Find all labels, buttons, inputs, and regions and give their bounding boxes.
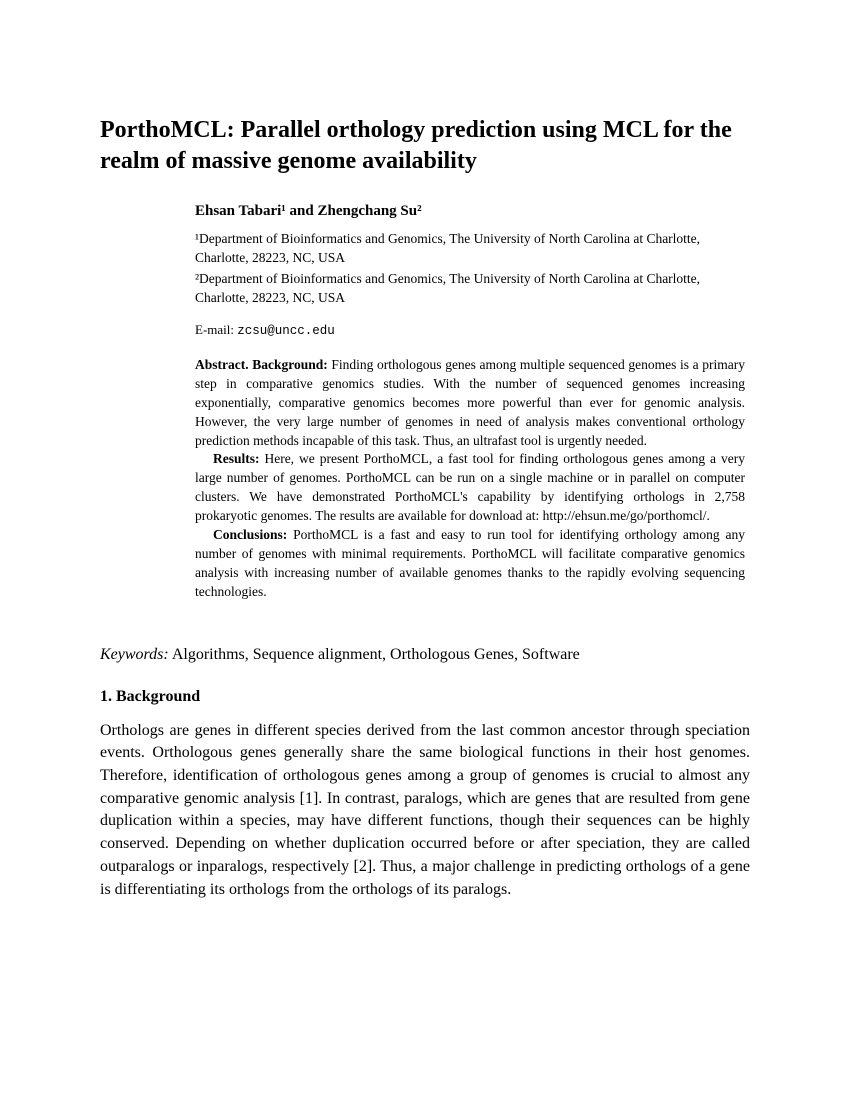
conclusions-label: Conclusions:: [213, 527, 287, 542]
email-line: E-mail: zcsu@uncc.edu: [195, 322, 750, 338]
abstract-conclusions: Conclusions: PorthoMCL is a fast and eas…: [195, 526, 745, 602]
abstract-block: Abstract. Background: Finding orthologou…: [195, 356, 745, 602]
body-paragraph: Orthologs are genes in different species…: [100, 720, 750, 902]
paper-page: PorthoMCL: Parallel orthology prediction…: [0, 0, 850, 981]
keywords-text: Algorithms, Sequence alignment, Ortholog…: [169, 646, 580, 663]
abstract-background: Abstract. Background: Finding orthologou…: [195, 356, 745, 450]
keywords-label: Keywords:: [100, 646, 169, 663]
section-heading: 1. Background: [100, 688, 750, 706]
authors-line: Ehsan Tabari¹ and Zhengchang Su²: [195, 203, 750, 220]
keywords-line: Keywords: Algorithms, Sequence alignment…: [100, 646, 750, 664]
email-address: zcsu@uncc.edu: [237, 324, 335, 338]
abstract-label: Abstract.: [195, 357, 249, 372]
background-label: Background:: [252, 357, 328, 372]
affiliation-1: ¹Department of Bioinformatics and Genomi…: [195, 230, 750, 268]
email-label: E-mail:: [195, 322, 237, 337]
affiliation-2: ²Department of Bioinformatics and Genomi…: [195, 270, 750, 308]
results-text: Here, we present PorthoMCL, a fast tool …: [195, 451, 745, 523]
paper-title: PorthoMCL: Parallel orthology prediction…: [100, 115, 750, 177]
results-label: Results:: [213, 451, 260, 466]
abstract-results: Results: Here, we present PorthoMCL, a f…: [195, 450, 745, 526]
